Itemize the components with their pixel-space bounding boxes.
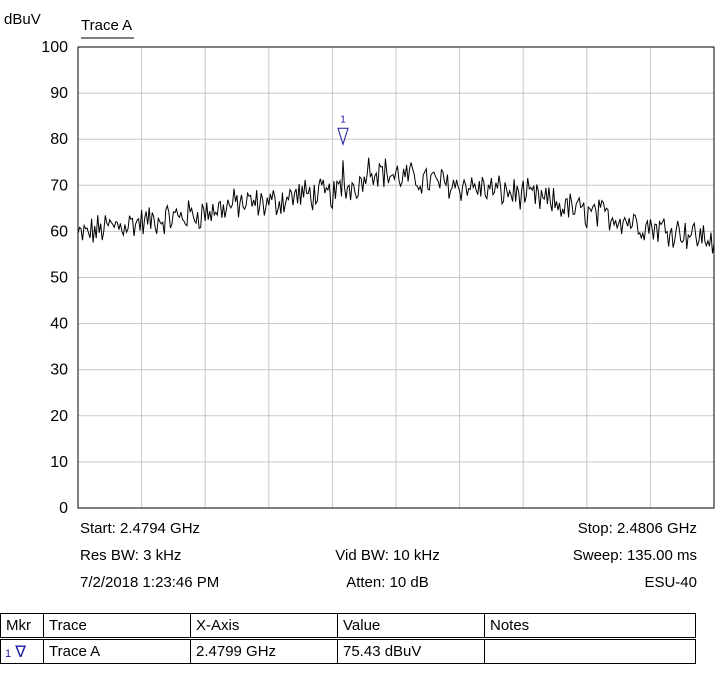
col-value: Value — [337, 613, 485, 640]
marker-triangle-icon — [337, 127, 349, 146]
y-tick-label: 40 — [50, 316, 68, 333]
col-x-axis: X-Axis — [190, 613, 338, 640]
marker-notes-cell — [484, 638, 696, 664]
col-notes: Notes — [484, 613, 696, 640]
y-tick-labels: 0 10 20 30 40 50 60 70 80 90 100 — [41, 39, 68, 517]
y-tick-label: 80 — [50, 131, 68, 148]
marker-trace-cell: Trace A — [43, 638, 191, 664]
col-mkr: Mkr — [0, 613, 44, 640]
y-tick-label: 20 — [50, 408, 68, 425]
vid-bw: Vid BW: 10 kHz — [335, 547, 440, 564]
timestamp: 7/2/2018 1:23:46 PM — [80, 574, 220, 591]
plot-frame — [77, 46, 715, 509]
y-tick-label: 60 — [50, 223, 68, 240]
stop-frequency: Stop: 2.4806 GHz — [577, 520, 697, 537]
y-tick-label: 70 — [50, 177, 68, 194]
y-tick-label: 90 — [50, 85, 68, 102]
attenuation: Atten: 10 dB — [346, 574, 429, 591]
marker-value-cell: 75.43 dBuV — [337, 638, 485, 664]
marker-table-header: Mkr Trace X-Axis Value Notes — [0, 613, 696, 640]
col-trace: Trace — [43, 613, 191, 640]
y-unit-label: dBuV — [4, 11, 41, 28]
marker-number: 1 — [5, 647, 12, 660]
sweep-time: Sweep: 135.00 ms — [572, 547, 697, 564]
trace-a-line — [77, 157, 715, 254]
legend-trace-a: Trace A — [81, 17, 132, 34]
table-row[interactable]: 1 ∇ Trace A 2.4799 GHz 75.43 dBuV — [0, 638, 696, 664]
res-bw: Res BW: 3 kHz — [80, 547, 182, 564]
marker-label: 1 — [340, 114, 346, 125]
marker-1: 1 — [337, 114, 349, 146]
y-tick-label: 100 — [41, 39, 68, 56]
marker-table: Mkr Trace X-Axis Value Notes 1 ∇ Trace A… — [0, 613, 696, 664]
spectrum-chart: dBuV Trace A 0 10 20 30 40 50 60 70 80 90 100 1 — [4, 11, 715, 517]
y-tick-label: 10 — [50, 454, 68, 471]
y-tick-label: 50 — [50, 270, 68, 287]
y-tick-label: 0 — [59, 500, 68, 517]
marker-triangle-icon: ∇ — [15, 643, 26, 661]
y-tick-label: 30 — [50, 362, 68, 379]
start-frequency: Start: 2.4794 GHz — [80, 520, 201, 537]
grid — [78, 47, 714, 508]
instrument-name: ESU-40 — [644, 574, 697, 591]
marker-id-cell: 1 ∇ — [0, 638, 44, 664]
marker-x-cell: 2.4799 GHz — [190, 638, 338, 664]
